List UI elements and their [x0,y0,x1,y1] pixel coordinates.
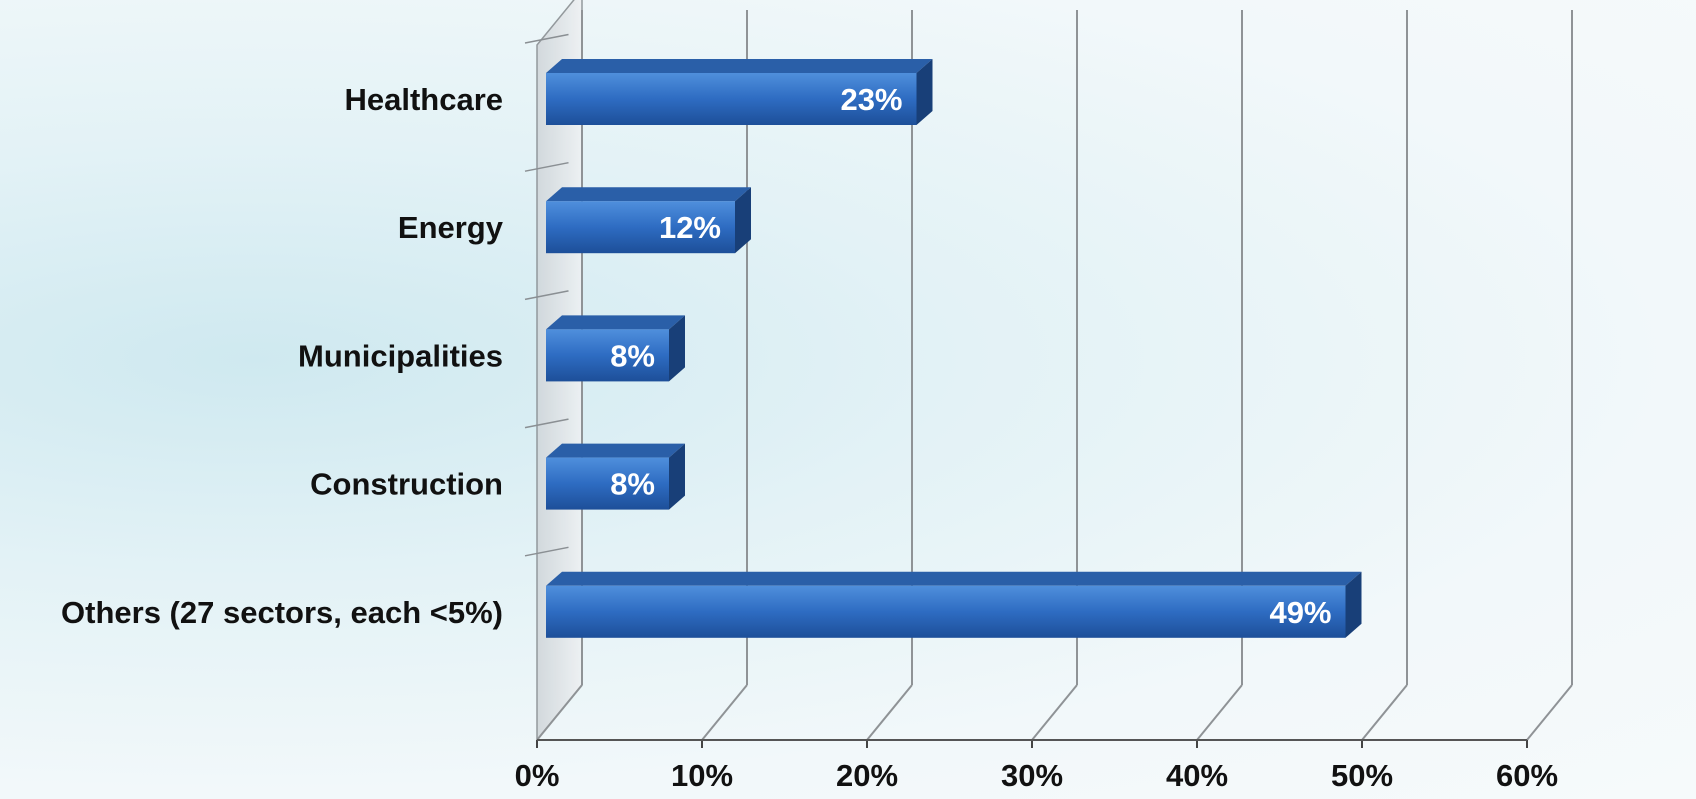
bar-side-face [735,187,751,254]
bars: 23% 12% 8% 8% 49% [546,59,1362,638]
category-divider [524,161,569,172]
floor-line [1031,684,1078,741]
x-tick-label: 50% [1331,758,1393,793]
x-tick-label: 60% [1496,758,1558,793]
bar-side-face [916,59,933,125]
category-divider [524,418,569,429]
bar-top-face [546,59,933,73]
x-tick-label: 0% [515,758,560,793]
floor-line [1526,684,1573,741]
data-label: 8% [610,467,655,502]
bar-top-face [546,571,1362,586]
data-label: 49% [1269,595,1331,630]
category-label: Healthcare [344,82,503,117]
category-label: Municipalities [298,338,503,373]
bar [546,329,669,382]
x-tick-label: 20% [836,758,898,793]
bar-side-face [669,443,685,510]
floor-line [701,684,748,741]
x-tick-label: 10% [671,758,733,793]
category-divider [524,546,569,557]
category-label: Energy [398,210,504,245]
bar-top-face [546,443,685,458]
bar [546,201,735,254]
bar-top-face [546,315,685,330]
category-labels: Healthcare Energy Municipalities Constructi… [61,82,504,630]
bar-side-face [669,315,685,382]
data-label: 23% [840,82,902,117]
data-label: 8% [610,338,655,373]
category-divider [524,33,569,44]
floor-line [1361,684,1408,741]
category-label: Construction [310,467,503,502]
bar-side-face [1345,571,1362,638]
bar [546,457,669,510]
bar [546,73,917,125]
x-tick-labels: 0% 10% 20% 30% 40% 50% 60% [515,758,1558,793]
bar-top-face [546,187,751,202]
data-label: 12% [659,210,721,245]
x-tick-label: 30% [1001,758,1063,793]
category-divider [524,290,569,301]
category-label: Others (27 sectors, each <5%) [61,595,503,630]
floor-line [1196,684,1243,741]
bar [546,585,1346,638]
x-tick-label: 40% [1166,758,1228,793]
floor-line [866,684,913,741]
floor-line [536,684,583,741]
